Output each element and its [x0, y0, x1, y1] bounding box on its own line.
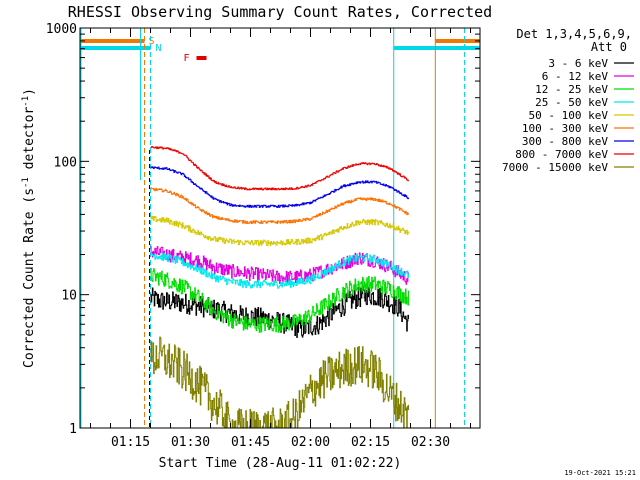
- x-axis: 01:15 01:30 01:45 02:00 02:15 02:30: [90, 28, 472, 450]
- night-flag-bar: [393, 46, 480, 50]
- night-flag-label: N: [156, 43, 162, 54]
- legend-title-detectors: Det 1,3,4,5,6,9,: [516, 27, 632, 41]
- legend-label: 50 - 100 keV: [529, 109, 609, 122]
- night-flag-bar: [80, 46, 151, 50]
- y-tick-label: 1: [69, 422, 77, 437]
- series-line-7: [150, 146, 410, 191]
- series-line-3: [150, 251, 410, 289]
- legend-label: 3 - 6 keV: [548, 57, 608, 70]
- legend-label: 12 - 25 keV: [535, 83, 608, 96]
- y-tick-label: 10: [61, 289, 77, 304]
- chart-title: RHESSI Observing Summary Count Rates, Co…: [68, 3, 492, 21]
- legend-title-attenuator: Att 0: [591, 40, 627, 54]
- flare-flag-label: F: [184, 53, 190, 64]
- x-tick-label: 02:30: [411, 435, 450, 450]
- series-line-1: [150, 245, 410, 285]
- series-line-2: [150, 267, 410, 333]
- series-line-5: [150, 187, 410, 225]
- legend-label: 7000 - 15000 keV: [502, 161, 608, 174]
- y-axis-label: Corrected Count Rate (s-1 detector-1): [21, 88, 37, 368]
- x-axis-label: Start Time (28-Aug-11 01:02:22): [159, 456, 402, 471]
- y-axis: 1 10 100 1000: [46, 22, 480, 437]
- legend-label: 100 - 300 keV: [522, 122, 608, 135]
- y-tick-label: 1000: [46, 22, 77, 37]
- x-tick-label: 01:45: [231, 435, 270, 450]
- flag-layer: SN F: [80, 28, 480, 428]
- legend-label: 300 - 800 keV: [522, 135, 608, 148]
- legend-label: 25 - 50 keV: [535, 96, 608, 109]
- legend-label: 800 - 7000 keV: [515, 148, 608, 161]
- footer-date: 19-Oct-2021 15:21: [564, 469, 636, 477]
- x-tick-label: 02:00: [291, 435, 330, 450]
- saa-flag-label: S: [149, 36, 155, 47]
- y-tick-label: 100: [54, 155, 77, 170]
- plot-frame: [79, 27, 481, 429]
- series-layer: [150, 146, 410, 429]
- saa-flag-bar: [80, 39, 145, 43]
- series-line-6: [150, 166, 410, 208]
- flare-flag-bar: [196, 56, 207, 60]
- legend-label: 6 - 12 keV: [542, 70, 609, 83]
- x-tick-label: 02:15: [351, 435, 390, 450]
- series-line-4: [150, 215, 410, 247]
- saa-flag-bar: [435, 39, 480, 43]
- x-tick-label: 01:30: [171, 435, 210, 450]
- x-tick-label: 01:15: [111, 435, 150, 450]
